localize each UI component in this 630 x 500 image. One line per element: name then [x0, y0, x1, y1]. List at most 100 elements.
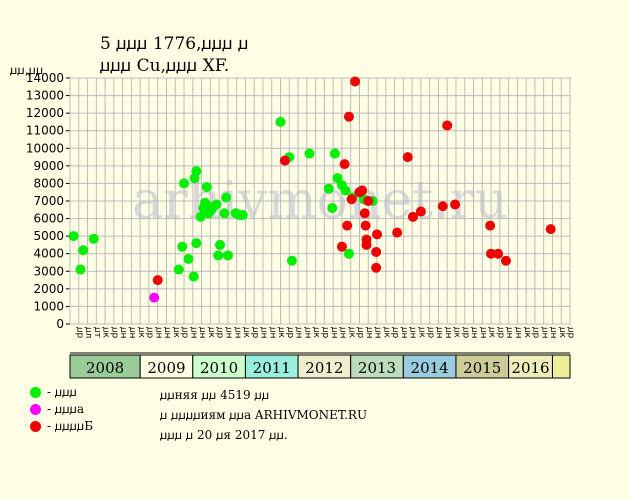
data-point	[88, 233, 99, 244]
data-point	[78, 245, 89, 256]
data-point	[215, 239, 225, 250]
data-point	[402, 152, 413, 163]
green-dot-icon	[30, 387, 41, 398]
x-tick-label: ꙡк	[416, 327, 426, 339]
legend-label: - ꙡꙡꙡ	[47, 385, 77, 399]
data-point	[486, 248, 497, 259]
y-tick-label: 7000	[33, 194, 64, 208]
x-tick-label: ꙡн	[197, 327, 207, 339]
data-point	[200, 197, 211, 208]
data-point	[357, 185, 368, 196]
x-tick-label: ꙡн	[329, 327, 339, 339]
x-tick-label: ꙡр	[531, 327, 541, 339]
x-tick-label: ꙡн	[338, 327, 348, 339]
data-point	[219, 208, 230, 219]
legend-item: - ꙡꙡꙡ	[30, 384, 93, 401]
x-tick-label: ꙡн	[469, 327, 479, 339]
y-tick-label: 9000	[33, 159, 64, 173]
y-tick-label: 2000	[33, 282, 64, 296]
y-tick-label: 12000	[26, 106, 64, 120]
legend-item: - ꙡꙡꙡа	[30, 401, 93, 418]
x-tick-label: ꙡн	[434, 327, 444, 339]
data-point	[286, 255, 297, 266]
data-point	[195, 211, 206, 222]
chart-title: 5 ꙡꙡꙡ 1776,ꙡꙡꙡ ꙡ ꙡꙡꙡ Cu,ꙡꙡꙡ XF.	[100, 33, 249, 77]
y-tick-label: 13000	[26, 89, 64, 103]
data-point	[392, 227, 403, 238]
scatter-chart: arhivmonet.ru010002000300040005000600070…	[26, 71, 576, 379]
data-point	[371, 262, 382, 273]
x-tick-label: ꙡн	[267, 327, 277, 339]
data-point	[221, 192, 232, 203]
data-point	[177, 241, 188, 252]
y-axis-unit: ꙡꙡ,ꙡꙡ	[10, 63, 44, 77]
data-point	[342, 220, 353, 231]
data-point	[363, 196, 374, 206]
data-point	[415, 206, 426, 217]
x-tick-label: ꙡк	[101, 327, 111, 339]
data-point	[75, 264, 86, 275]
y-tick-label: 0	[56, 317, 64, 331]
data-point	[213, 250, 224, 261]
data-point	[323, 183, 334, 194]
data-point	[279, 155, 290, 166]
x-tick-label: ꙡк	[452, 327, 462, 339]
x-tick-label: ꙡн	[162, 327, 172, 339]
x-tick-label: ꙡк	[171, 327, 181, 339]
data-point	[350, 76, 361, 87]
data-point	[372, 229, 383, 240]
x-tick-label: ꙡр	[320, 327, 330, 339]
x-tick-label: ꙡн	[294, 327, 304, 339]
x-tick-label: ꙡн	[259, 327, 269, 339]
data-point	[359, 208, 370, 219]
x-tick-label: ꙡн	[127, 327, 137, 339]
notes-line3: ꙡꙡꙡ ꙡ 20 ꙡя 2017 ꙡꙡ.	[160, 428, 288, 442]
x-tick-label: ꙡр	[425, 327, 435, 339]
x-tick-label: ꙡн	[188, 327, 198, 339]
data-point	[545, 224, 556, 235]
y-tick-label: 10000	[26, 141, 64, 155]
year-label: 2011	[253, 359, 291, 377]
x-tick-label: ꙡр	[250, 327, 260, 339]
x-tick-label: ꙡн	[443, 327, 453, 339]
x-tick-label: ꙡр	[495, 327, 505, 339]
data-point	[179, 178, 190, 189]
data-point	[437, 201, 448, 212]
data-point	[343, 111, 354, 122]
data-point	[211, 199, 222, 210]
legend: - ꙡꙡꙡ - ꙡꙡꙡа - ꙡꙡꙡꙡБ	[30, 384, 93, 435]
data-point	[68, 231, 79, 242]
red-dot-icon	[30, 421, 41, 432]
y-tick-label: 5000	[33, 229, 64, 243]
x-tick-label: ꙡн	[478, 327, 488, 339]
data-point	[183, 253, 194, 264]
data-point	[304, 148, 315, 159]
legend-label: - ꙡꙡꙡꙡБ	[47, 419, 94, 433]
x-tick-label: ꙡк	[522, 327, 532, 339]
x-tick-label: ꙡр	[566, 327, 576, 339]
x-tick-label: ꙡн	[302, 327, 312, 339]
data-point	[327, 203, 338, 214]
data-point	[361, 234, 372, 245]
year-cell	[551, 354, 571, 379]
x-tick-label: ꙡн	[548, 327, 558, 339]
magenta-dot-icon	[30, 404, 41, 415]
x-tick-label: ꙡк	[381, 327, 391, 339]
data-point	[237, 210, 248, 221]
x-tick-label: ꙡр	[74, 327, 84, 339]
x-tick-label: ꙡн	[399, 327, 409, 339]
year-label: 2010	[200, 359, 238, 377]
year-label: 2009	[147, 359, 185, 377]
x-tick-label: ꙡн	[373, 327, 383, 339]
data-point	[500, 255, 511, 266]
data-point	[485, 220, 496, 231]
data-point	[201, 181, 212, 192]
data-point	[191, 166, 202, 177]
year-label: 2013	[358, 359, 396, 377]
x-tick-label: ꙡк	[557, 327, 567, 339]
x-tick-label: ꙡн	[232, 327, 242, 339]
year-label: 2016	[511, 359, 549, 377]
data-point	[149, 292, 160, 303]
data-point	[222, 250, 233, 261]
data-point	[188, 271, 199, 282]
